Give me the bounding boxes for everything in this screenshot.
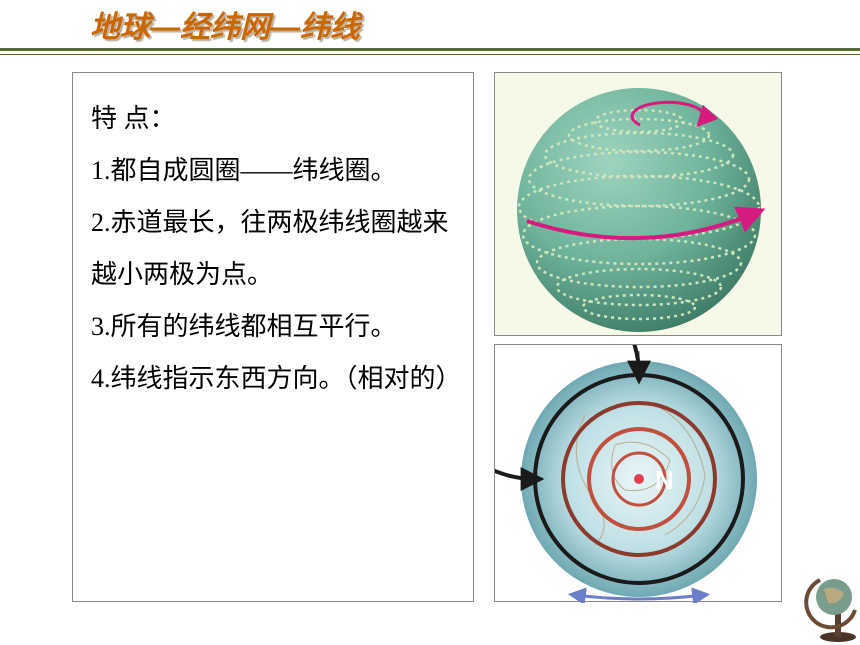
feature-2: 2.赤道最长，往两极纬线圈越来越小两极为点。: [91, 197, 455, 301]
feature-1: 1.都自成圆圈——纬线圈。: [91, 145, 455, 197]
title-underline-thin: [0, 54, 860, 55]
globe-side-view-figure: [494, 72, 782, 336]
north-pole-dot: [634, 474, 644, 484]
north-pole-label: N: [655, 465, 674, 495]
feature-3: 3.所有的纬线都相互平行。: [91, 301, 455, 353]
title-underline-thick: [0, 48, 860, 51]
globe-side-svg: [495, 73, 783, 337]
feature-4: 4.纬线指示东西方向。（相对的）: [91, 353, 455, 405]
globe-polar-svg: N: [495, 345, 783, 603]
features-heading: 特 点：: [91, 93, 455, 145]
globe-stand-icon: [800, 565, 860, 645]
feature-text-box: 特 点： 1.都自成圆圈——纬线圈。 2.赤道最长，往两极纬线圈越来越小两极为点…: [72, 72, 474, 602]
title-bar: 地球—经纬网—纬线: [0, 0, 860, 48]
slide-title: 地球—经纬网—纬线: [90, 2, 360, 46]
globe-polar-view-figure: N: [494, 344, 782, 602]
